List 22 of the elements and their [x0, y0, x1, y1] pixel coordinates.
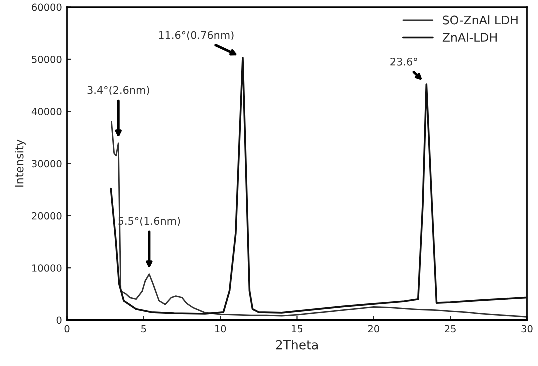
annotation: 3.4°(2.6nm): [88, 86, 150, 96]
y-tick-label: 50000: [32, 56, 62, 64]
y-tick-label: 10000: [32, 264, 62, 272]
legend-label: ZnAl-LDH: [442, 32, 497, 42]
x-tick-label: 0: [64, 325, 70, 333]
line-series: [111, 121, 528, 318]
y-tick-label: 40000: [32, 108, 62, 116]
legend-label: SO-ZnAl LDH: [443, 16, 518, 25]
x-tick-label: 30: [522, 325, 533, 333]
x-tick-label: 15: [292, 325, 303, 333]
x-axis-title: 2Theta: [276, 340, 318, 350]
y-axis-title: Intensity: [15, 140, 26, 187]
y-tick-label: 0: [56, 316, 62, 324]
x-tick-label: 20: [368, 325, 380, 333]
x-tick-label: 10: [215, 325, 226, 333]
x-tick-label: 5: [142, 325, 146, 333]
y-tick-label: 20000: [32, 212, 62, 220]
x-tick-label: 25: [445, 325, 456, 333]
y-tick-label: 60000: [32, 4, 62, 12]
annotation: 11.6°(0.76nm): [159, 31, 234, 40]
y-tick-label: 30000: [32, 160, 62, 168]
annotation: 23.6°: [390, 58, 418, 66]
